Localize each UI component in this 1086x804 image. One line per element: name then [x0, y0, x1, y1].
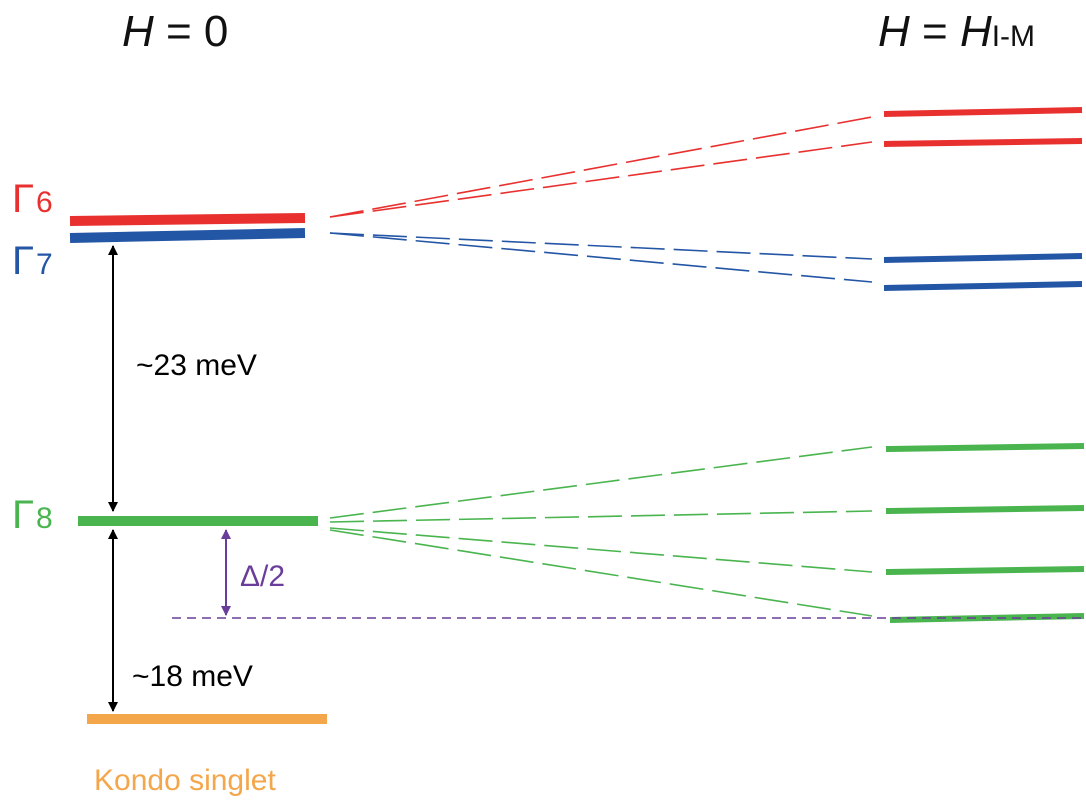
gamma8-split-level-1	[885, 443, 1085, 452]
gamma8-connectors	[329, 446, 873, 617]
gamma7-split-upper-bar	[883, 253, 1083, 263]
gamma8-split-level-2	[885, 505, 1085, 514]
gamma6-split-lower-bar	[883, 138, 1083, 147]
gamma6-label: Γ6	[12, 177, 53, 221]
gamma8-split-level-3	[885, 566, 1085, 575]
heading-zero-field: H = 0	[122, 7, 228, 56]
delta-half-label: Δ/2	[240, 560, 285, 593]
gamma8-label: Γ8	[12, 493, 53, 537]
gamma7-level-bar	[69, 228, 306, 243]
gamma6-split-upper-bar	[883, 107, 1083, 117]
heading-transition-field: H = HI-M	[878, 7, 1035, 56]
upper-gap-label: ~23 meV	[136, 349, 257, 382]
gamma7-label: Γ7	[12, 239, 53, 283]
gamma7-connectors	[329, 232, 873, 283]
lower-gap-label: ~18 meV	[132, 660, 253, 693]
gamma7-split-lower-bar	[883, 281, 1083, 291]
gamma6-level-bar	[69, 213, 306, 226]
kondo-singlet-label: Kondo singlet	[94, 764, 276, 797]
gamma6-connectors	[329, 116, 873, 218]
